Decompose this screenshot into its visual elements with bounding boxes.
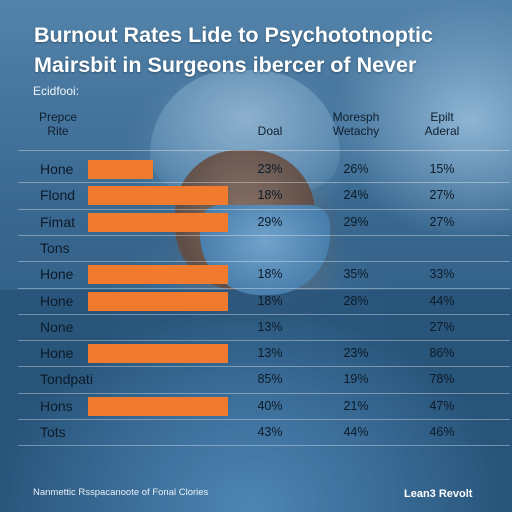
- column-header-line1: Epilt: [430, 110, 454, 124]
- column-header-line2: Rite: [47, 124, 69, 138]
- cell-doal: 29%: [257, 214, 283, 229]
- cell-moresph: 29%: [343, 214, 369, 229]
- column-header-line1: [240, 110, 300, 124]
- chart-subheading: Ecidfooi:: [33, 84, 80, 98]
- row-label: Tots: [40, 424, 66, 440]
- cell-moresph: 26%: [343, 162, 369, 176]
- cell-epilt: 47%: [429, 398, 455, 413]
- row-divider: [18, 340, 510, 342]
- cell-moresph: 24%: [343, 188, 369, 203]
- row-label: None: [40, 318, 74, 335]
- row-bar: [88, 212, 228, 232]
- cell-doal: 13%: [257, 346, 283, 361]
- cell-doal: 13%: [257, 319, 283, 334]
- cell-epilt: 46%: [429, 425, 455, 439]
- cell-doal: 40%: [257, 398, 283, 413]
- cell-epilt: 44%: [429, 293, 455, 308]
- row-divider: [18, 313, 510, 315]
- cell-doal: 43%: [257, 425, 283, 439]
- cell-doal: 18%: [257, 267, 283, 282]
- column-header-line2: Doal: [257, 124, 283, 138]
- row-divider: [18, 208, 510, 210]
- row-label: Hone: [40, 292, 74, 309]
- cell-moresph: 35%: [343, 267, 369, 282]
- row-divider: [18, 366, 510, 368]
- cell-epilt: 27%: [429, 319, 455, 334]
- chart-title: Burnout Rates Lide to Psychototnoptic Ma…: [34, 23, 433, 77]
- row-divider: [18, 287, 510, 289]
- cell-moresph: 28%: [343, 293, 369, 308]
- row-bar: [88, 396, 228, 416]
- row-label: Fimat: [40, 213, 75, 230]
- cell-doal: 23%: [257, 162, 283, 176]
- cell-moresph: 19%: [343, 372, 369, 387]
- row-bar: [88, 160, 153, 179]
- row-label: Hone: [40, 345, 74, 362]
- header-divider: [18, 150, 510, 151]
- cell-epilt: 86%: [429, 346, 455, 361]
- cell-epilt: 33%: [429, 267, 455, 282]
- column-header-3: Moresph Wetachy: [326, 110, 386, 138]
- row-divider: [18, 182, 510, 184]
- cell-doal: 18%: [257, 293, 283, 308]
- cell-epilt: 27%: [429, 214, 455, 229]
- column-header-line1: Prepce: [38, 110, 78, 124]
- cell-doal: 18%: [257, 188, 283, 203]
- cell-epilt: 15%: [429, 162, 455, 176]
- footer-brand: Lean3 Revolt: [404, 488, 473, 500]
- row-divider: [18, 261, 510, 263]
- row-label: Hons: [40, 397, 73, 414]
- row-label: Flond: [40, 187, 76, 204]
- cell-epilt: 27%: [429, 188, 455, 203]
- footer-source: Nanmettic Rsspacanoote of Fonal Clories: [33, 487, 209, 498]
- cell-doal: 85%: [257, 372, 283, 387]
- cell-moresph: 21%: [343, 398, 369, 413]
- column-header-line2: Aderal: [424, 124, 460, 138]
- row-label: Hone: [40, 161, 74, 177]
- cell-moresph: 44%: [343, 425, 369, 439]
- row-divider: [18, 419, 510, 420]
- row-bar: [88, 186, 228, 206]
- column-header-line2: Wetachy: [332, 124, 380, 138]
- cell-moresph: 23%: [343, 346, 369, 361]
- row-label: Tons: [40, 239, 70, 256]
- row-divider: [18, 234, 510, 236]
- column-header-2: Doal: [240, 110, 300, 138]
- column-header-line1: Moresph: [332, 110, 380, 124]
- row-label: Hone: [40, 266, 74, 283]
- row-label: Tondpati: [40, 371, 93, 388]
- row-bar: [88, 291, 228, 311]
- column-header-1: Prepce Rite: [30, 110, 86, 138]
- row-divider: [18, 392, 510, 394]
- row-divider: [18, 445, 510, 447]
- column-header-4: Epilt Aderal: [412, 110, 472, 138]
- background-surgeon-gown: [0, 290, 512, 512]
- row-bar: [88, 265, 228, 285]
- row-bar: [88, 344, 228, 364]
- cell-epilt: 78%: [429, 372, 455, 387]
